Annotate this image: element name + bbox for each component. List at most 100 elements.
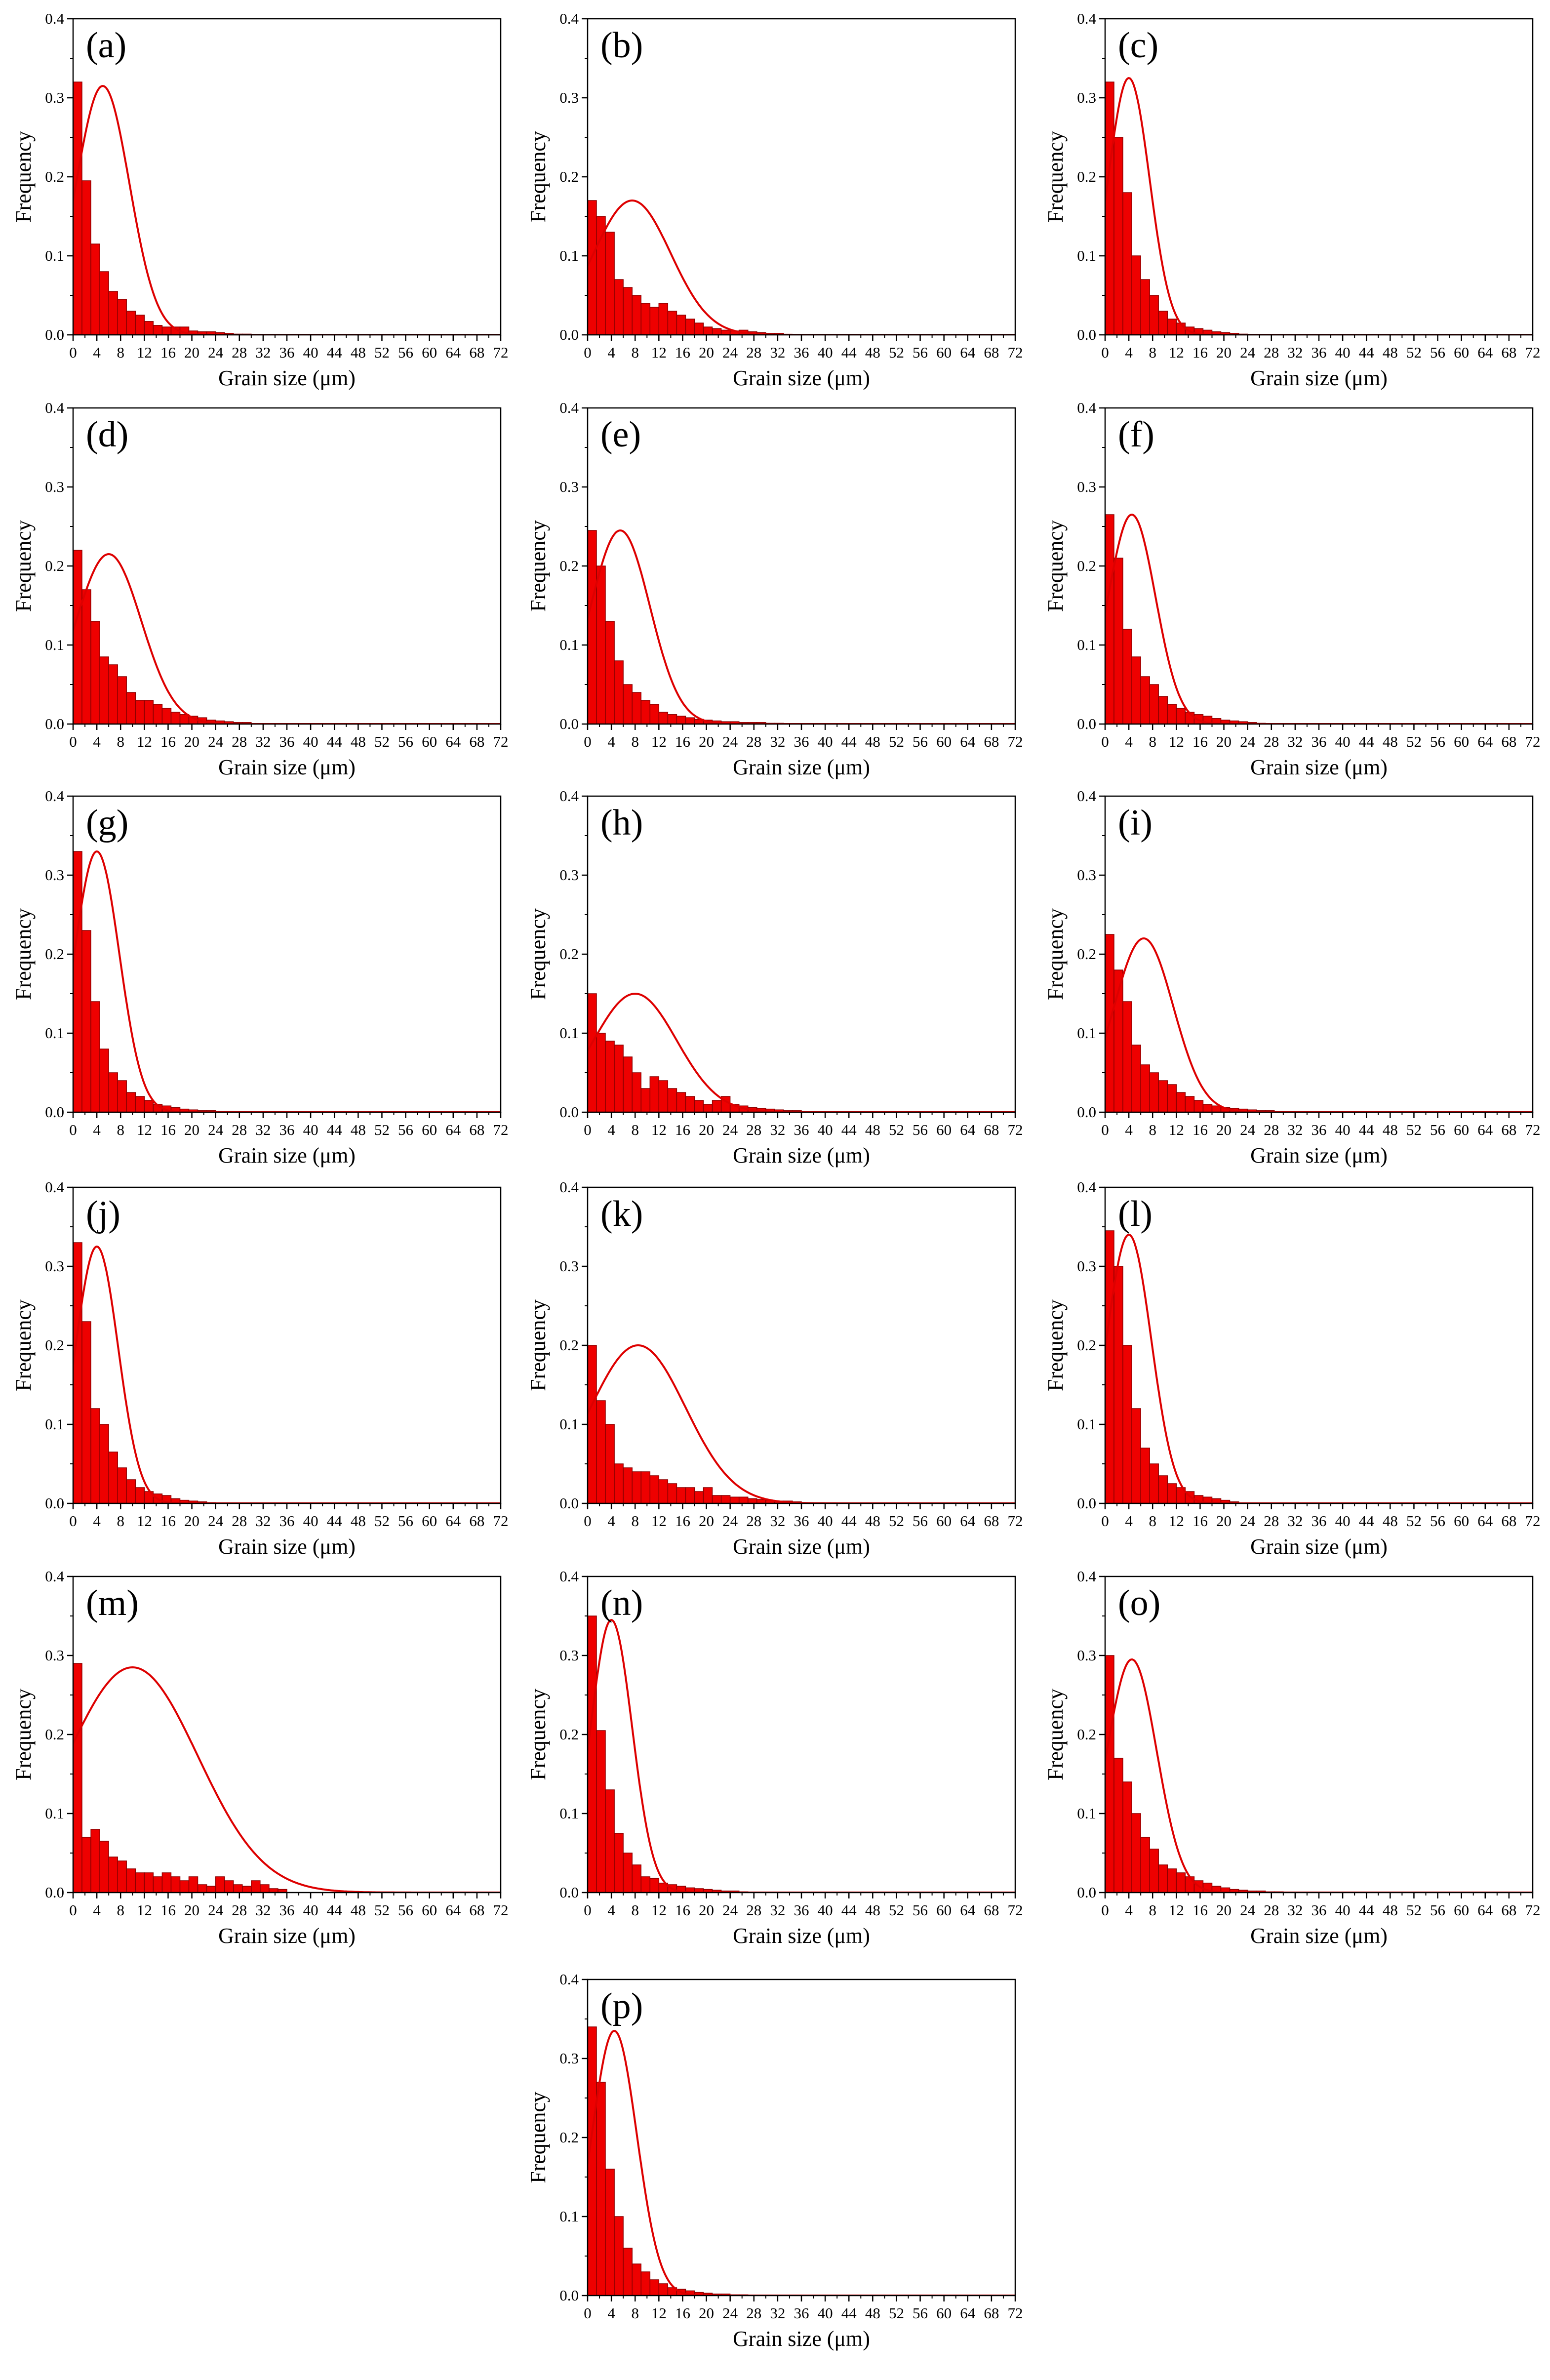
plot-frame <box>72 795 502 1113</box>
x-tick-label: 36 <box>1312 344 1327 361</box>
histogram-bar <box>596 216 606 335</box>
histogram-bar <box>596 1730 606 1893</box>
histogram-bar <box>1185 1876 1195 1893</box>
y-tick-label: 0.2 <box>45 557 64 574</box>
x-tick-label: 8 <box>117 344 124 361</box>
y-tick-label: 0.3 <box>559 89 579 106</box>
histogram-bar <box>712 1495 722 1504</box>
x-tick-label: 4 <box>93 1901 101 1919</box>
histogram-bar <box>108 1856 118 1893</box>
plot-frame <box>587 1978 1016 2297</box>
x-tick-label: 48 <box>865 733 880 750</box>
histogram-bar <box>1105 1655 1114 1893</box>
y-tick-label: 0.1 <box>1077 1805 1096 1822</box>
histogram-bar <box>135 700 145 725</box>
x-tick-label: 60 <box>1454 733 1469 750</box>
histogram-bars <box>73 550 252 725</box>
x-tick-label: 28 <box>232 1512 247 1530</box>
histogram-bar <box>135 315 145 335</box>
x-axis-title: Grain size (μm) <box>733 1924 870 1948</box>
x-tick-label: 48 <box>351 344 366 361</box>
x-tick-label: 40 <box>1335 344 1351 361</box>
x-tick-label: 20 <box>699 733 714 750</box>
histogram-bar <box>1176 1092 1186 1113</box>
histogram-bar <box>108 1452 118 1504</box>
y-tick-label: 0.3 <box>1077 1647 1096 1664</box>
histogram-bar <box>685 319 695 335</box>
x-tick-label: 8 <box>1149 1901 1156 1919</box>
y-axis-title: Frequency <box>11 1299 36 1391</box>
x-tick-label: 24 <box>722 2304 738 2322</box>
y-axis-title: Frequency <box>526 1689 550 1780</box>
histogram-bar <box>1140 1837 1150 1893</box>
y-tick-label: 0.2 <box>1077 945 1096 963</box>
y-tick-label: 0.4 <box>1077 399 1096 416</box>
x-tick-label: 12 <box>1169 1901 1184 1919</box>
histogram-bar <box>605 1424 615 1504</box>
x-tick-label: 28 <box>746 1901 761 1919</box>
histogram-bar <box>135 1487 145 1504</box>
normal-fit-curve <box>588 200 1015 335</box>
x-tick-label: 24 <box>1240 733 1256 750</box>
x-tick-label: 72 <box>1525 344 1541 361</box>
x-tick-label: 40 <box>303 344 318 361</box>
x-tick-label: 56 <box>913 1512 928 1530</box>
x-tick-label: 40 <box>1335 1121 1351 1138</box>
histogram-bar <box>587 1345 597 1504</box>
x-tick-label: 0 <box>584 733 592 750</box>
x-tick-label: 36 <box>279 1512 295 1530</box>
x-tick-label: 68 <box>469 1121 484 1138</box>
histogram-bar <box>242 1886 252 1893</box>
x-axis-title: Grain size (μm) <box>218 755 356 779</box>
x-tick-label: 20 <box>1216 733 1232 750</box>
x-tick-label: 48 <box>1383 733 1398 750</box>
histogram-bar <box>1167 1084 1177 1113</box>
x-tick-label: 72 <box>1008 344 1023 361</box>
y-tick-label: 0.1 <box>1077 1415 1096 1433</box>
x-tick-label: 64 <box>1477 733 1493 750</box>
x-tick-label: 44 <box>1359 1121 1375 1138</box>
x-tick-label: 56 <box>913 1121 928 1138</box>
chart-panel-h: 0 4 8 12 16 20 24 28 32 36 40 44 48 52 56 60 64 68 720.00.… <box>526 787 1023 1168</box>
x-axis-title: Grain size (μm) <box>218 1143 356 1168</box>
x-tick-label: 68 <box>984 344 999 361</box>
y-tick-label: 0.3 <box>559 1257 579 1275</box>
histogram-bar <box>144 321 154 335</box>
y-tick-label: 0.3 <box>45 866 64 884</box>
x-tick-label: 72 <box>1525 733 1541 750</box>
x-tick-label: 32 <box>770 1901 785 1919</box>
y-tick-label: 0.2 <box>559 557 579 574</box>
histogram-bar <box>99 1049 109 1113</box>
x-tick-label: 16 <box>675 2304 690 2322</box>
y-tick-label: 0.3 <box>559 1647 579 1664</box>
x-tick-label: 52 <box>374 1901 390 1919</box>
histogram-bar <box>1158 1080 1168 1113</box>
y-tick-label: 0.2 <box>45 945 64 963</box>
x-tick-label: 16 <box>160 344 176 361</box>
histogram-bar <box>90 621 100 725</box>
histogram-bar <box>1149 295 1159 335</box>
x-tick-label: 28 <box>746 1512 761 1530</box>
panel-label: (e) <box>600 414 641 455</box>
y-tick-label: 0.1 <box>559 1415 579 1433</box>
x-tick-label: 32 <box>770 733 785 750</box>
histogram-bar <box>153 325 163 335</box>
x-tick-label: 20 <box>184 1512 199 1530</box>
x-tick-label: 64 <box>960 2304 976 2322</box>
y-axis-title: Frequency <box>526 1299 550 1391</box>
x-tick-label: 36 <box>794 2304 809 2322</box>
x-tick-label: 32 <box>770 344 785 361</box>
x-tick-label: 16 <box>675 733 690 750</box>
x-tick-label: 4 <box>1125 1512 1133 1530</box>
histogram-bar <box>99 656 109 725</box>
x-tick-label: 20 <box>699 2304 714 2322</box>
histogram-bars <box>1105 514 1266 725</box>
histogram-bar <box>658 712 669 725</box>
y-axis-title: Frequency <box>1043 908 1068 1000</box>
x-tick-label: 60 <box>936 733 952 750</box>
x-tick-label: 60 <box>1454 1512 1469 1530</box>
normal-fit-curve <box>1105 514 1533 724</box>
x-tick-label: 60 <box>422 1901 437 1919</box>
y-tick-label: 0.4 <box>45 1178 64 1196</box>
y-tick-label: 0.4 <box>45 399 64 416</box>
